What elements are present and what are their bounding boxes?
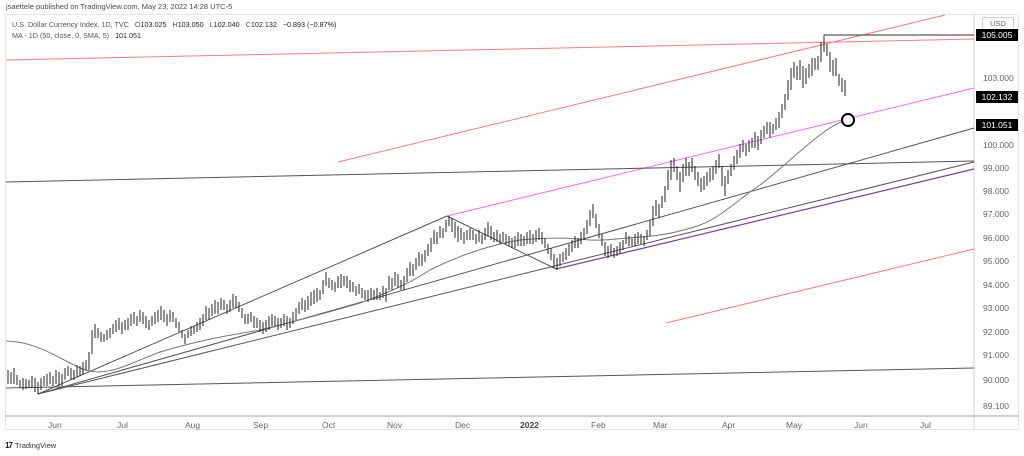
svg-text:103.000: 103.000 [983, 73, 1014, 83]
svg-text:100.000: 100.000 [983, 140, 1014, 150]
black-horizontal-trendline[interactable] [5, 160, 975, 183]
ma-label: MA - 1D (50, close, 0, SMA, 5) [12, 31, 110, 40]
svg-text:Feb: Feb [591, 420, 606, 430]
symbol-name: U.S. Dollar Currency Index, 1D, TVC [12, 20, 129, 29]
svg-text:Oct: Oct [322, 420, 336, 430]
open-label: O [134, 20, 141, 29]
low-label: L [209, 20, 214, 29]
svg-text:Jul: Jul [920, 420, 931, 430]
svg-text:99.000: 99.000 [983, 163, 1009, 173]
svg-text:93.000: 93.000 [983, 303, 1009, 313]
red-trendline-top[interactable] [5, 38, 975, 61]
svg-text:Jun: Jun [854, 420, 868, 430]
black-rising-trendline-3[interactable] [37, 215, 448, 395]
black-rising-trendline-1[interactable] [37, 127, 975, 395]
svg-text:2022: 2022 [520, 420, 539, 430]
svg-text:Jul: Jul [117, 420, 128, 430]
ma-50-curve[interactable] [5, 119, 849, 373]
price-tag-ma: 101.051 [976, 119, 1018, 131]
symbol-legend-row[interactable]: U.S. Dollar Currency Index, 1D, TVC O103… [12, 19, 336, 30]
svg-text:96.000: 96.000 [983, 233, 1009, 243]
svg-text:89.100: 89.100 [983, 401, 1009, 411]
black-rising-trendline-2[interactable] [37, 161, 975, 395]
svg-text:Apr: Apr [722, 420, 735, 430]
price-tag-last-price: 102.132 [976, 91, 1018, 103]
price-tag-top-line: 105.005 [976, 29, 1018, 41]
drawing-tools[interactable] [5, 14, 975, 395]
svg-text:Aug: Aug [185, 420, 200, 430]
chart-legend: U.S. Dollar Currency Index, 1D, TVC O103… [12, 19, 336, 41]
black-bottom-trendline[interactable] [5, 367, 975, 389]
svg-text:95.000: 95.000 [983, 256, 1009, 266]
high-label: H [172, 20, 178, 29]
price-bars[interactable] [7, 38, 846, 394]
black-connector-line[interactable] [446, 215, 557, 270]
chart-frame [5, 14, 1019, 430]
ma-value: 101.051 [115, 31, 142, 40]
svg-text:97.000: 97.000 [983, 209, 1009, 219]
svg-text:90.000: 90.000 [983, 375, 1009, 385]
svg-text:91.000: 91.000 [983, 350, 1009, 360]
close-label: C [245, 20, 251, 29]
svg-text:Nov: Nov [387, 420, 403, 430]
magenta-trendline[interactable] [446, 87, 975, 217]
red-channel-lower[interactable] [665, 248, 975, 324]
close-value: 102.132 [250, 20, 277, 29]
svg-text:98.000: 98.000 [983, 186, 1009, 196]
svg-text:94.000: 94.000 [983, 280, 1009, 290]
ma-legend-row[interactable]: MA - 1D (50, close, 0, SMA, 5) 101.051 [12, 30, 336, 41]
red-channel-upper[interactable] [337, 14, 946, 163]
tradingview-brand-text: TradingView [14, 441, 57, 450]
purple-trendline[interactable] [555, 168, 975, 270]
svg-text:Sep: Sep [253, 420, 268, 430]
svg-text:Jun: Jun [48, 420, 62, 430]
tradingview-logo[interactable]: 17 TradingView [5, 441, 56, 450]
svg-text:Dec: Dec [455, 420, 471, 430]
open-value: 103.025 [140, 20, 167, 29]
low-value: 102.040 [213, 20, 240, 29]
svg-text:92.000: 92.000 [983, 327, 1009, 337]
svg-text:May: May [786, 420, 803, 430]
ma-circle-marker[interactable] [841, 113, 855, 127]
tradingview-logo-icon: 17 [5, 441, 13, 450]
change-value: −0.893 (−0.87%) [282, 20, 337, 29]
high-value: 103.050 [177, 20, 204, 29]
svg-text:Mar: Mar [653, 420, 668, 430]
price-axis-ticks[interactable]: 103.000 100.000 99.000 98.000 97.000 96.… [983, 73, 1014, 411]
time-axis-ticks[interactable]: Jun Jul Aug Sep Oct Nov Dec 2022 Feb Mar… [48, 420, 931, 430]
publisher-line: jsaettele published on TradingView.com, … [6, 2, 233, 11]
